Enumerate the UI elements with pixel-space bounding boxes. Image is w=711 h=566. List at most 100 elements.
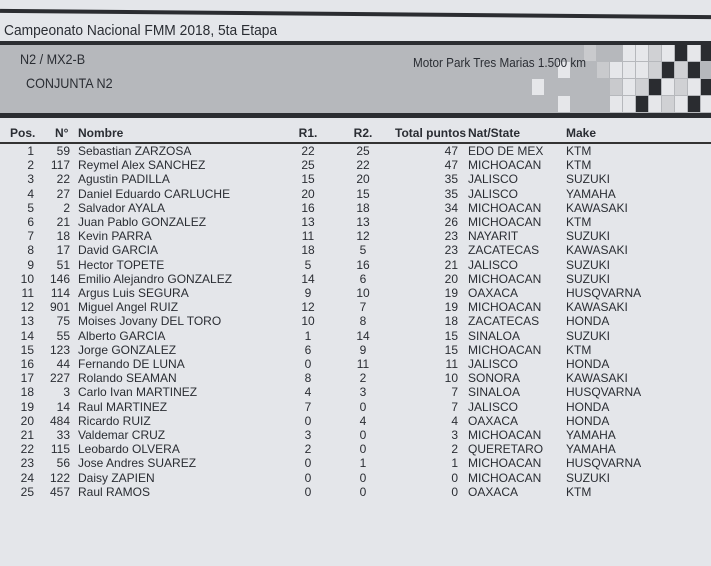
cell-r2: 20 (356, 172, 370, 187)
cell-r1: 12 (301, 300, 315, 315)
cell-r1: 7 (304, 399, 312, 414)
cell-r1: 14 (301, 271, 315, 286)
cell-r2: 0 (359, 442, 367, 457)
table-row: 1 59 Sebastian ZARZOSA 22 25 47 EDO DE MEX KTM (0, 144, 711, 158)
cell-nat: NAYARIT (468, 229, 519, 244)
table-row: 20 484 Ricardo RUIZ 0 4 4 OAXACA HONDA (0, 414, 711, 428)
cell-nat: JALISCO (468, 186, 519, 201)
cell-pos: 2 (27, 158, 34, 173)
cell-total: 34 (444, 200, 458, 215)
table-row: 2 117 Reymel Alex SANCHEZ 25 22 47 MICHOACAN KT… (0, 158, 711, 172)
cell-total: 21 (444, 257, 458, 272)
cell-r1: 6 (304, 342, 312, 357)
cell-total: 23 (444, 243, 458, 258)
cell-r1: 20 (301, 186, 315, 201)
cell-make: YAMAHA (566, 186, 616, 201)
cell-r1: 4 (304, 385, 312, 400)
cell-r2: 5 (359, 243, 367, 258)
cell-pos: 24 (20, 470, 34, 485)
cell-r2: 13 (356, 215, 370, 229)
table-row: 15 123 Jorge GONZALEZ 6 9 15 MICHOACAN KTM (0, 343, 711, 357)
cell-r1: 16 (301, 200, 315, 215)
cell-num: 122 (49, 470, 70, 485)
cell-name: Salvador AYALA (78, 200, 165, 215)
cell-make: KAWASAKI (566, 300, 628, 315)
col-r2: R2. (353, 126, 373, 140)
table-row: 3 22 Agustin PADILLA 15 20 35 JALISCO SUZUKI (0, 172, 711, 186)
table-row: 10 146 Emilio Alejandro GONZALEZ 14 6 20 MICHO… (0, 272, 711, 286)
cell-r2: 25 (356, 144, 370, 158)
cell-pos: 1 (27, 144, 34, 158)
cell-r1: 2 (304, 442, 312, 457)
cell-pos: 16 (20, 357, 34, 371)
cell-r2: 11 (356, 357, 370, 371)
cell-r2: 0 (359, 428, 367, 442)
cell-make: HONDA (566, 399, 610, 414)
cell-pos: 25 (20, 484, 34, 499)
cell-make: SUZUKI (566, 328, 611, 343)
cell-nat: OAXACA (468, 413, 519, 428)
cell-total: 19 (444, 286, 458, 300)
cell-make: HUSQVARNA (566, 286, 642, 300)
cell-nat: SINALOA (468, 385, 521, 400)
cell-pos: 17 (20, 371, 34, 386)
cell-num: 22 (56, 172, 70, 187)
cell-num: 227 (49, 371, 70, 386)
table-row: 4 27 Daniel Eduardo CARLUCHE 20 15 35 JALISCO Y… (0, 187, 711, 201)
cell-pos: 4 (27, 186, 34, 201)
cell-make: HONDA (566, 413, 610, 428)
top-rule (0, 8, 711, 20)
checkered-flag-graphic (532, 45, 711, 112)
cell-pos: 3 (27, 172, 34, 187)
table-row: 23 56 Jose Andres SUAREZ 0 1 1 MICHOACAN HUSQVA… (0, 456, 711, 470)
cell-pos: 12 (20, 300, 34, 315)
cell-make: SUZUKI (566, 470, 611, 485)
cell-make: KAWASAKI (566, 200, 628, 215)
cell-nat: JALISCO (468, 172, 519, 187)
cell-r2: 9 (359, 342, 367, 357)
cell-r2: 1 (359, 456, 367, 471)
cell-name: Hector TOPETE (78, 257, 165, 272)
cell-r2: 0 (359, 484, 367, 499)
cell-nat: MICHOACAN (468, 200, 542, 215)
cell-name: Agustin PADILLA (78, 172, 170, 187)
cell-r1: 13 (301, 215, 315, 229)
cell-total: 18 (444, 314, 458, 329)
cell-total: 2 (451, 442, 458, 457)
cell-nat: ZACATECAS (468, 314, 540, 329)
cell-name: Ricardo RUIZ (78, 413, 151, 428)
cell-total: 0 (451, 470, 458, 485)
event-title: Campeonato Nacional FMM 2018, 5ta Etapa (4, 22, 278, 39)
cell-make: SUZUKI (566, 271, 611, 286)
col-name: Nombre (78, 126, 124, 140)
cell-name: Kevin PARRA (78, 229, 152, 244)
cell-r2: 7 (359, 300, 367, 315)
cell-pos: 5 (27, 200, 34, 215)
table-row: 11 114 Argus Luis SEGURA 9 10 19 OAXACA HUSQVAR… (0, 286, 711, 300)
cell-num: 33 (56, 428, 70, 442)
cell-nat: MICHOACAN (468, 456, 542, 471)
cell-nat: ZACATECAS (468, 243, 540, 258)
cell-num: 123 (49, 342, 70, 357)
cell-make: KTM (566, 215, 592, 229)
cell-r1: 0 (304, 413, 312, 428)
cell-total: 11 (445, 357, 458, 371)
cell-nat: SINALOA (468, 328, 521, 343)
cell-nat: MICHOACAN (468, 215, 542, 229)
table-row: 14 55 Alberto GARCIA 1 14 15 SINALOA SUZUKI (0, 329, 711, 343)
cell-make: KTM (566, 484, 592, 499)
cell-total: 4 (451, 413, 458, 428)
cell-total: 23 (444, 229, 458, 244)
cell-pos: 10 (20, 271, 34, 286)
cell-num: 17 (56, 243, 70, 258)
cell-r2: 0 (359, 470, 367, 485)
table-row: 8 17 David GARCIA 18 5 23 ZACATECAS KAWASAKI (0, 243, 711, 257)
cell-name: Jorge GONZALEZ (78, 342, 177, 357)
cell-num: 59 (56, 144, 70, 158)
cell-r2: 14 (356, 328, 370, 343)
cell-name: Moises Jovany DEL TORO (78, 314, 222, 329)
cell-r1: 9 (304, 286, 312, 300)
cell-pos: 23 (20, 456, 34, 471)
table-row: 5 2 Salvador AYALA 16 18 34 MICHOACAN KAWASAKI (0, 201, 711, 215)
col-total: Total puntos (395, 126, 467, 140)
